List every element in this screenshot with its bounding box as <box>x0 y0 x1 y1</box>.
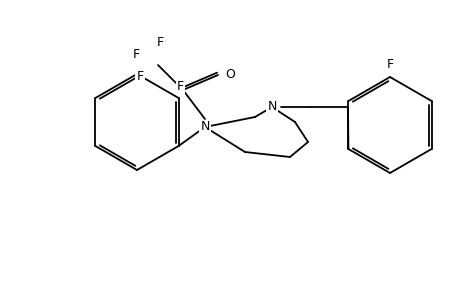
Text: F: F <box>132 49 139 62</box>
Text: O: O <box>224 68 235 82</box>
Text: F: F <box>386 58 393 71</box>
Text: F: F <box>177 80 184 92</box>
Text: F: F <box>136 70 143 83</box>
Text: N: N <box>200 121 209 134</box>
Text: N: N <box>267 100 276 113</box>
Text: F: F <box>156 37 163 50</box>
